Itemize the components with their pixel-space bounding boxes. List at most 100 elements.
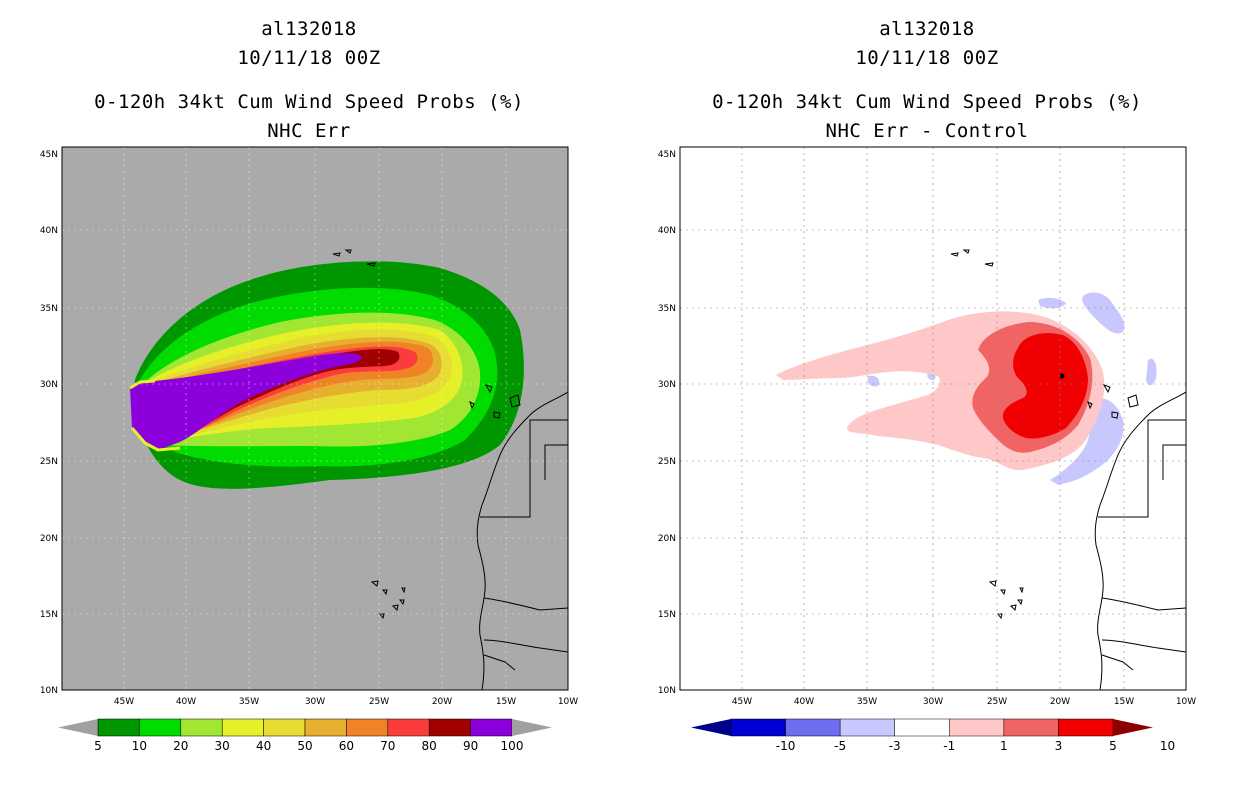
gridlines	[62, 147, 568, 690]
map-frame	[679, 146, 1187, 691]
contour-neg-1	[1082, 292, 1125, 334]
colorbar-swatch	[1058, 718, 1114, 737]
colorbar-label: 80	[422, 739, 437, 753]
colorbar-label: -1	[943, 739, 955, 753]
coastlines	[950, 249, 1186, 690]
product-title: 0-120h 34kt Cum Wind Speed Probs (%)	[94, 91, 524, 113]
left-map-figure: 45N 40N 35N 30N 25N 20N 15N 10N 45W 40W …	[40, 146, 578, 753]
contour-neg-1	[1038, 297, 1066, 309]
colorbar-label: 70	[380, 739, 395, 753]
storm-id: al132018	[261, 18, 357, 40]
lon-tick-label: 20W	[432, 697, 452, 707]
colorbar-label: 5	[94, 739, 102, 753]
colorbar-swatch	[180, 718, 223, 737]
colorbar-swatch	[730, 718, 786, 737]
colorbar-arrow-low	[58, 719, 98, 736]
contour-neg-1	[1050, 398, 1124, 485]
lat-tick-label: 15N	[658, 610, 676, 620]
lat-tick-label: 20N	[40, 534, 58, 544]
colorbar: 5 10 20 30 40 50 60 70 80 90 100	[58, 718, 552, 753]
colorbar-arrow-high	[512, 719, 552, 736]
colorbar-label: 30	[215, 739, 230, 753]
lat-tick-label: 30N	[40, 380, 58, 390]
lat-tick-label: 15N	[40, 610, 58, 620]
lon-tick-label: 35W	[857, 697, 877, 707]
colorbar-label: 60	[339, 739, 354, 753]
difference-contours	[776, 292, 1157, 485]
lon-tick-label: 45W	[114, 697, 134, 707]
lat-axis: 45N 40N 35N 30N 25N 20N 15N 10N	[658, 150, 676, 696]
colorbar-label: -3	[889, 739, 901, 753]
lon-tick-label: 15W	[496, 697, 516, 707]
colorbar-swatch	[97, 718, 140, 737]
colorbar-swatch	[304, 718, 347, 737]
colorbar-swatch	[839, 718, 895, 737]
colorbar-label: 50	[297, 739, 312, 753]
lon-tick-label: 40W	[794, 697, 814, 707]
colorbar-label: 5	[1109, 739, 1117, 753]
gridlines	[680, 147, 1186, 690]
colorbar-label: 10	[132, 739, 147, 753]
lon-tick-label: 35W	[239, 697, 259, 707]
lat-tick-label: 10N	[40, 686, 58, 696]
coastlines	[332, 249, 568, 690]
colorbar-swatch	[428, 718, 471, 737]
colorbar-swatch	[894, 718, 950, 737]
lat-tick-label: 25N	[658, 457, 676, 467]
lat-tick-label: 20N	[658, 534, 676, 544]
lon-tick-label: 10W	[558, 697, 578, 707]
lon-tick-label: 10W	[1176, 697, 1196, 707]
lon-axis: 45W 40W 35W 30W 25W 20W 15W 10W	[114, 697, 578, 707]
lon-tick-label: 30W	[923, 697, 943, 707]
colorbar-label: 3	[1055, 739, 1063, 753]
left-map-panel: al132018 10/11/18 00Z 0-120h 34kt Cum Wi…	[40, 18, 578, 753]
lon-tick-label: 45W	[732, 697, 752, 707]
storm-id: al132018	[879, 18, 975, 40]
right-map-panel: al132018 10/11/18 00Z 0-120h 34kt Cum Wi…	[618, 0, 1236, 800]
colorbar-swatch	[1003, 718, 1059, 737]
contour-90-edge	[129, 379, 181, 452]
contour-pos-5	[1002, 333, 1088, 439]
panel-subtitle: NHC Err - Control	[825, 120, 1029, 142]
colorbar-label: -5	[834, 739, 846, 753]
contour-90	[130, 353, 362, 450]
lat-axis: 45N 40N 35N 30N 25N 20N 15N 10N	[40, 150, 58, 696]
colorbar-swatch	[263, 718, 306, 737]
lon-axis: 45W 40W 35W 30W 25W 20W 15W 10W	[732, 697, 1196, 707]
right-map-figure: 45N 40N 35N 30N 25N 20N 15N 10N 45W 40W …	[658, 146, 1196, 753]
lon-tick-label: 25W	[369, 697, 389, 707]
colorbar-label: 10	[1160, 739, 1175, 753]
lon-tick-label: 20W	[1050, 697, 1070, 707]
forecast-datetime: 10/11/18 00Z	[855, 47, 999, 69]
lat-tick-label: 30N	[658, 380, 676, 390]
colorbar-swatch	[221, 718, 264, 737]
colorbar-swatch	[785, 718, 841, 737]
colorbar-swatch	[470, 718, 513, 737]
lat-tick-label: 40N	[40, 226, 58, 236]
colorbar: -10 -5 -3 -1 1 3 5 10	[691, 718, 1175, 753]
colorbar-arrow-low	[691, 719, 731, 736]
lat-tick-label: 35N	[40, 304, 58, 314]
contour-70	[152, 346, 418, 442]
lat-tick-label: 25N	[40, 457, 58, 467]
lat-tick-label: 40N	[658, 226, 676, 236]
colorbar-swatch	[387, 718, 430, 737]
lon-tick-label: 25W	[987, 697, 1007, 707]
colorbar-label: -10	[776, 739, 796, 753]
colorbar-label: 100	[501, 739, 524, 753]
contour-neg-1	[867, 375, 880, 387]
lat-tick-label: 45N	[40, 150, 58, 160]
lat-tick-label: 35N	[658, 304, 676, 314]
colorbar-label: 40	[256, 739, 271, 753]
lat-tick-label: 45N	[658, 150, 676, 160]
lon-tick-label: 40W	[176, 697, 196, 707]
colorbar-label: 1	[1000, 739, 1008, 753]
probability-contours	[129, 261, 524, 489]
colorbar-arrow-high	[1113, 719, 1153, 736]
colorbar-swatch	[346, 718, 389, 737]
lon-tick-label: 15W	[1114, 697, 1134, 707]
colorbar-swatch	[949, 718, 1005, 737]
contour-neg-1	[1146, 358, 1157, 386]
map-frame	[61, 146, 569, 691]
colorbar-label: 20	[173, 739, 188, 753]
